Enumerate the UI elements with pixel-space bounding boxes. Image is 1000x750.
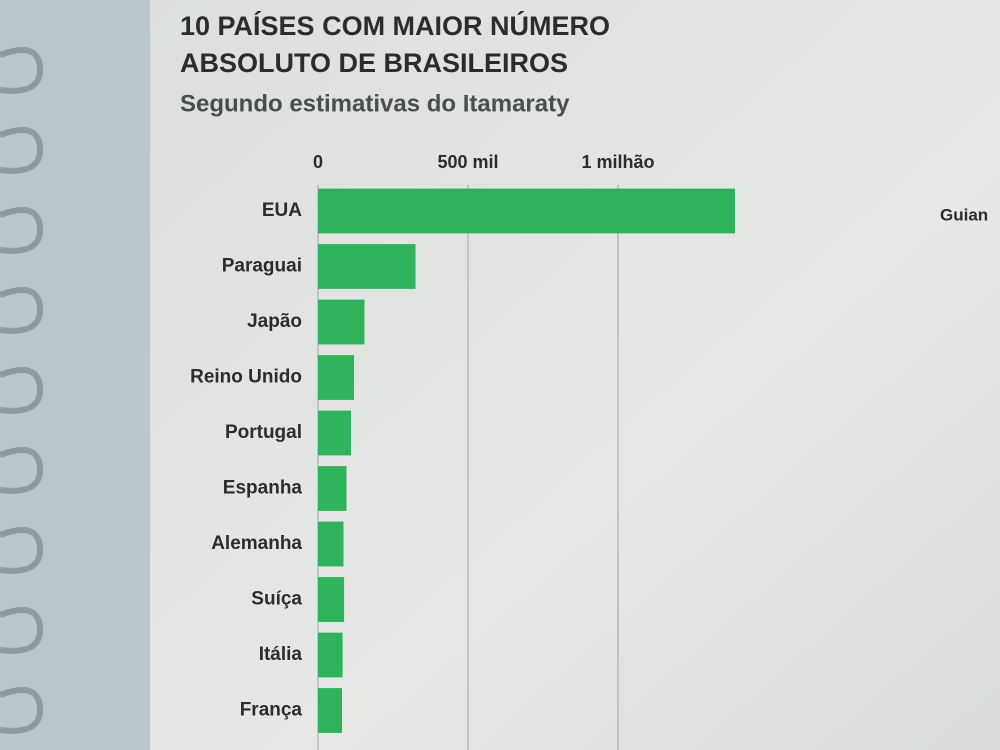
bar [318, 355, 354, 400]
y-tick-label: Portugal [225, 422, 302, 443]
y-tick-label: Alemanha [211, 533, 302, 554]
y-tick-label: Espanha [223, 478, 303, 499]
chart-subtitle: Segundo estimativas do Itamaraty [180, 90, 570, 117]
annotation: Guian [940, 205, 988, 224]
y-tick-label: Itália [259, 644, 303, 665]
bar [318, 688, 342, 733]
bar [318, 577, 345, 622]
chart-title: ABSOLUTO DE BRASILEIROS [180, 48, 568, 78]
x-tick-label: 1 milhão [581, 152, 654, 172]
x-tick-label: 500 mil [437, 152, 498, 172]
bar [318, 410, 351, 456]
y-tick-label: Reino Unido [190, 367, 302, 388]
bar [318, 299, 365, 345]
y-tick-label: França [240, 700, 303, 721]
y-tick-label: Japão [247, 311, 302, 332]
bar [318, 188, 735, 234]
bar [318, 244, 416, 289]
bar [318, 466, 347, 511]
chart-title: 10 PAÍSES COM MAIOR NÚMERO [180, 10, 610, 41]
bar [318, 632, 343, 678]
paper [150, 0, 1000, 750]
y-tick-label: Paraguai [222, 256, 302, 277]
bar [318, 521, 344, 567]
spiral-binding [0, 47, 44, 734]
x-tick-label: 0 [313, 152, 323, 172]
y-tick-label: EUA [262, 200, 302, 221]
y-tick-label: Suíça [251, 589, 302, 610]
